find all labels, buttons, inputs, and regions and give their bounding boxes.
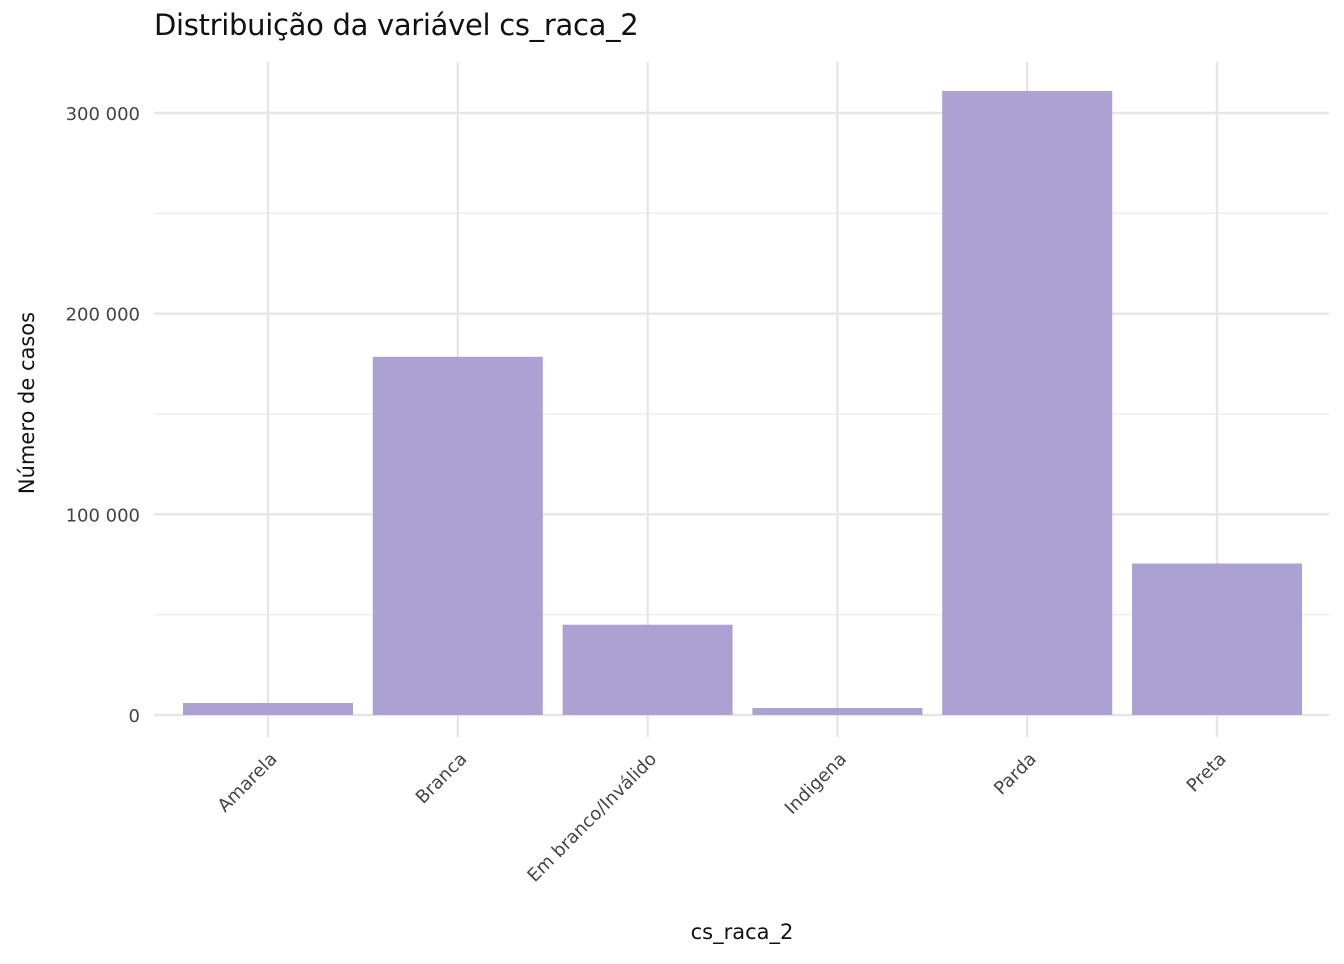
x-tick-label: Indigena	[781, 749, 851, 819]
y-axis-label: Número de casos	[15, 312, 39, 494]
y-tick-label: 100 000	[66, 505, 140, 526]
bar	[1132, 563, 1302, 715]
bars	[183, 90, 1302, 716]
bar	[183, 702, 353, 715]
minor-gridlines	[154, 212, 1329, 616]
x-axis-label: cs_raca_2	[691, 920, 794, 945]
x-tick-label: Amarela	[214, 749, 282, 817]
y-tick-labels: 0 100 000 200 000 300 000	[66, 104, 140, 727]
y-tick-label: 200 000	[66, 305, 140, 326]
bar	[942, 90, 1113, 716]
bar	[752, 707, 923, 715]
x-tick-label: Em branco/Inválido	[523, 749, 661, 887]
x-tick-label: Branca	[412, 749, 471, 808]
x-tick-label: Preta	[1183, 749, 1231, 797]
bar	[562, 624, 733, 715]
y-tick-label: 300 000	[66, 104, 140, 125]
chart-title: Distribuição da variável cs_raca_2	[154, 8, 639, 42]
x-tick-labels: Amarela Branca Em branco/Inválido Indigena P…	[214, 749, 1231, 887]
y-tick-label: 0	[129, 706, 140, 727]
x-tick-label: Parda	[990, 749, 1041, 800]
bar	[372, 356, 543, 715]
